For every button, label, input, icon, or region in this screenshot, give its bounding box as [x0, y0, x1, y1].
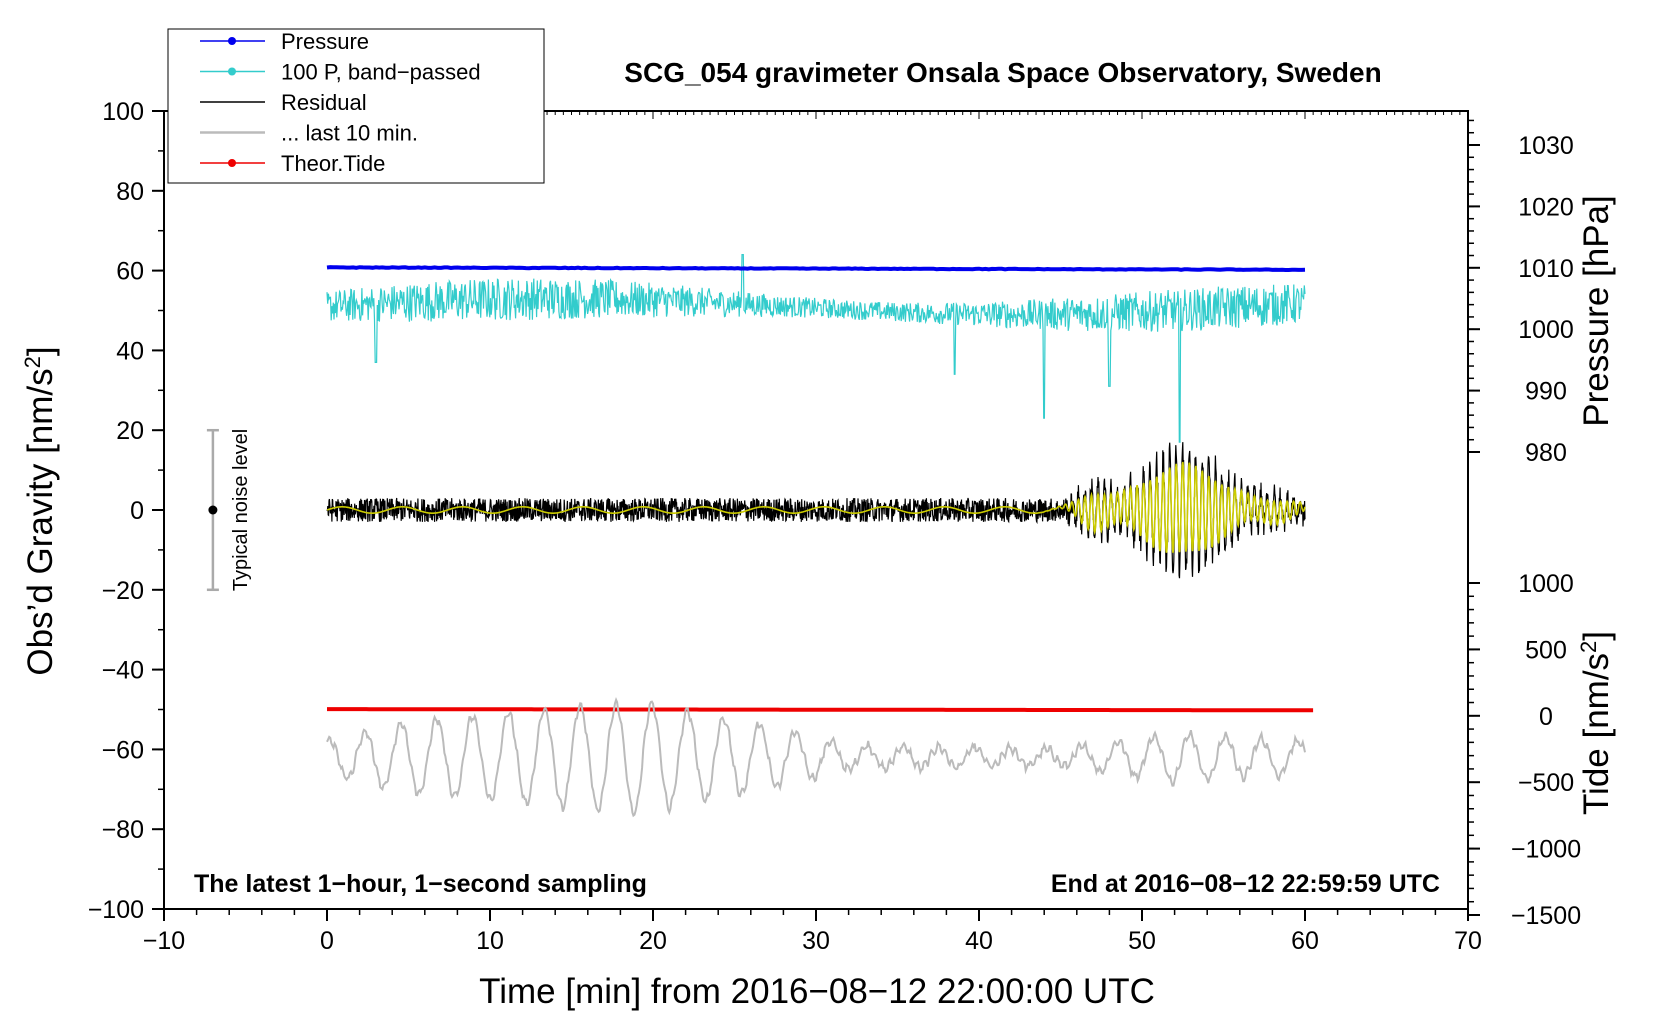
x-tick-label: 20	[639, 927, 667, 955]
legend-label: Residual	[281, 90, 367, 115]
x-tick-label: 0	[320, 927, 334, 955]
y-tick-label: 80	[116, 178, 144, 206]
y-tick-label: −100	[88, 896, 144, 924]
x-tick-label: 60	[1291, 927, 1319, 955]
y-tick-label: −20	[102, 577, 144, 605]
y-tick-label: 100	[102, 98, 144, 126]
noise-label: Typical noise level	[230, 429, 252, 591]
tide-tick-label: 500	[1525, 636, 1567, 664]
pressure-tick-label: 1030	[1518, 132, 1574, 160]
y-axis-label: Obs’d Gravity [nm/s2]	[20, 346, 60, 675]
legend-marker	[228, 37, 236, 45]
footer-right: End at 2016−08−12 22:59:59 UTC	[1051, 870, 1440, 898]
footer-left: The latest 1−hour, 1−second sampling	[194, 870, 647, 898]
x-tick-label: −10	[143, 927, 185, 955]
series-tide	[327, 707, 1314, 713]
series-last-10-min	[326, 696, 1306, 818]
pressure-tick-label: 1020	[1518, 193, 1574, 221]
y-tick-label: 60	[116, 258, 144, 286]
pressure-tick-label: 980	[1525, 439, 1567, 467]
y-tick-label: −40	[102, 657, 144, 685]
y-tick-label: −80	[102, 816, 144, 844]
legend-label: Theor.Tide	[281, 151, 385, 176]
series-pressure-bandpassed	[326, 254, 1306, 443]
noise-dot	[208, 505, 218, 515]
tide-tick-label: 0	[1539, 703, 1553, 731]
x-tick-label: 50	[1128, 927, 1156, 955]
legend-label: Pressure	[281, 29, 369, 54]
tide-tick-label: −1000	[1511, 836, 1581, 864]
y-tick-label: −60	[102, 736, 144, 764]
series-layer	[326, 254, 1314, 818]
tide-tick-label: −1500	[1511, 902, 1581, 930]
legend-label: ... last 10 min.	[281, 121, 418, 146]
y-tick-label: 40	[116, 337, 144, 365]
pressure-axis-label: Pressure [hPa]	[1577, 195, 1616, 427]
x-tick-label: 40	[965, 927, 993, 955]
x-tick-label: 30	[802, 927, 830, 955]
pressure-tick-label: 1010	[1518, 255, 1574, 283]
legend-box	[167, 28, 545, 184]
legend-label: 100 P, band−passed	[281, 60, 481, 85]
noise-level-indicator: Typical noise level	[206, 429, 252, 591]
series-residual-filtered	[326, 461, 1306, 553]
series-pressure	[326, 265, 1306, 272]
y-tick-label: 20	[116, 417, 144, 445]
pressure-tick-label: 1000	[1518, 316, 1574, 344]
x-tick-label: 70	[1454, 927, 1482, 955]
chart-title: SCG_054 gravimeter Onsala Space Observat…	[624, 57, 1381, 88]
x-axis-label: Time [min] from 2016−08−12 22:00:00 UTC	[479, 972, 1155, 1011]
x-tick-label: 10	[476, 927, 504, 955]
legend-marker	[228, 67, 236, 76]
y-tick-label: 0	[130, 497, 144, 525]
pressure-tick-label: 990	[1525, 378, 1567, 406]
tide-tick-label: −500	[1518, 769, 1574, 797]
legend: Pressure 100 P, band−passed Residual ... la…	[167, 28, 545, 184]
axes-layer: −10 0 10 20 30 40 50 60 70−100−80−60−40−20020406…	[88, 98, 1581, 955]
tide-tick-label: 1000	[1518, 570, 1574, 598]
tide-axis-label: Tide [nm/s2]	[1576, 631, 1616, 815]
legend-marker	[228, 159, 236, 167]
